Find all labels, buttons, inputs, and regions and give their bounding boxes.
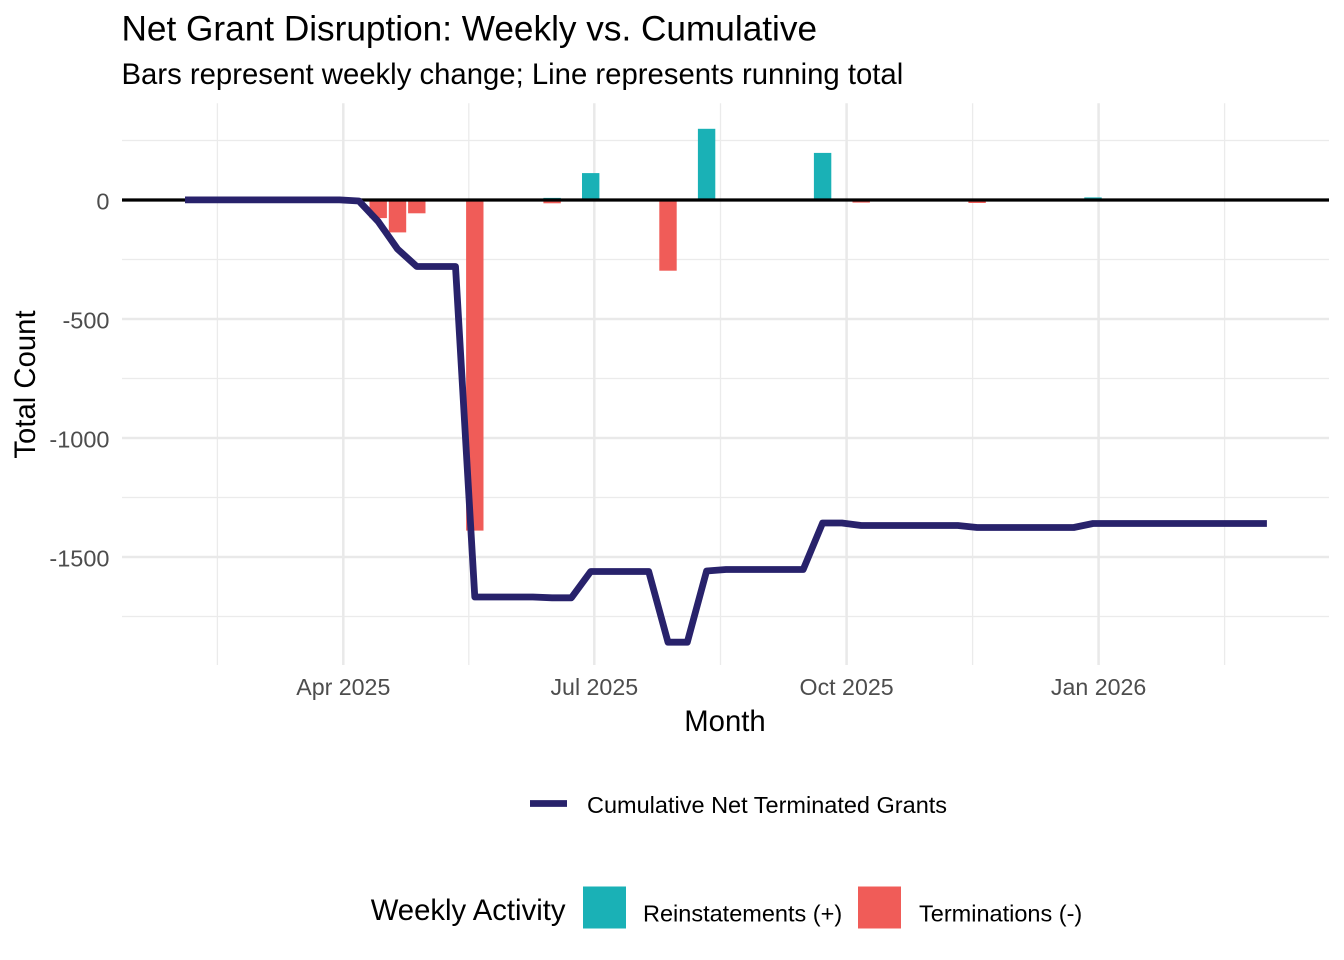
svg-text:Reinstatements (+): Reinstatements (+) (643, 901, 842, 927)
svg-text:-1000: -1000 (49, 426, 109, 452)
svg-text:Apr 2025: Apr 2025 (296, 674, 390, 700)
svg-text:Jul 2025: Jul 2025 (550, 674, 638, 700)
svg-text:Month: Month (684, 705, 765, 738)
svg-text:Jan 2026: Jan 2026 (1051, 674, 1146, 700)
svg-text:Weekly Activity: Weekly Activity (371, 894, 566, 927)
svg-text:Oct 2025: Oct 2025 (800, 674, 894, 700)
svg-text:Terminations (-): Terminations (-) (919, 901, 1082, 927)
svg-text:0: 0 (96, 188, 109, 214)
svg-text:-500: -500 (62, 307, 109, 333)
svg-text:-1500: -1500 (49, 545, 109, 571)
svg-text:Total Count: Total Count (9, 310, 42, 458)
svg-text:Cumulative Net Terminated Gran: Cumulative Net Terminated Grants (587, 792, 947, 818)
svg-text:Net Grant Disruption: Weekly v: Net Grant Disruption: Weekly vs. Cumulat… (122, 10, 818, 49)
svg-text:Bars represent weekly change;: Bars represent weekly change; Line repre… (122, 58, 904, 91)
